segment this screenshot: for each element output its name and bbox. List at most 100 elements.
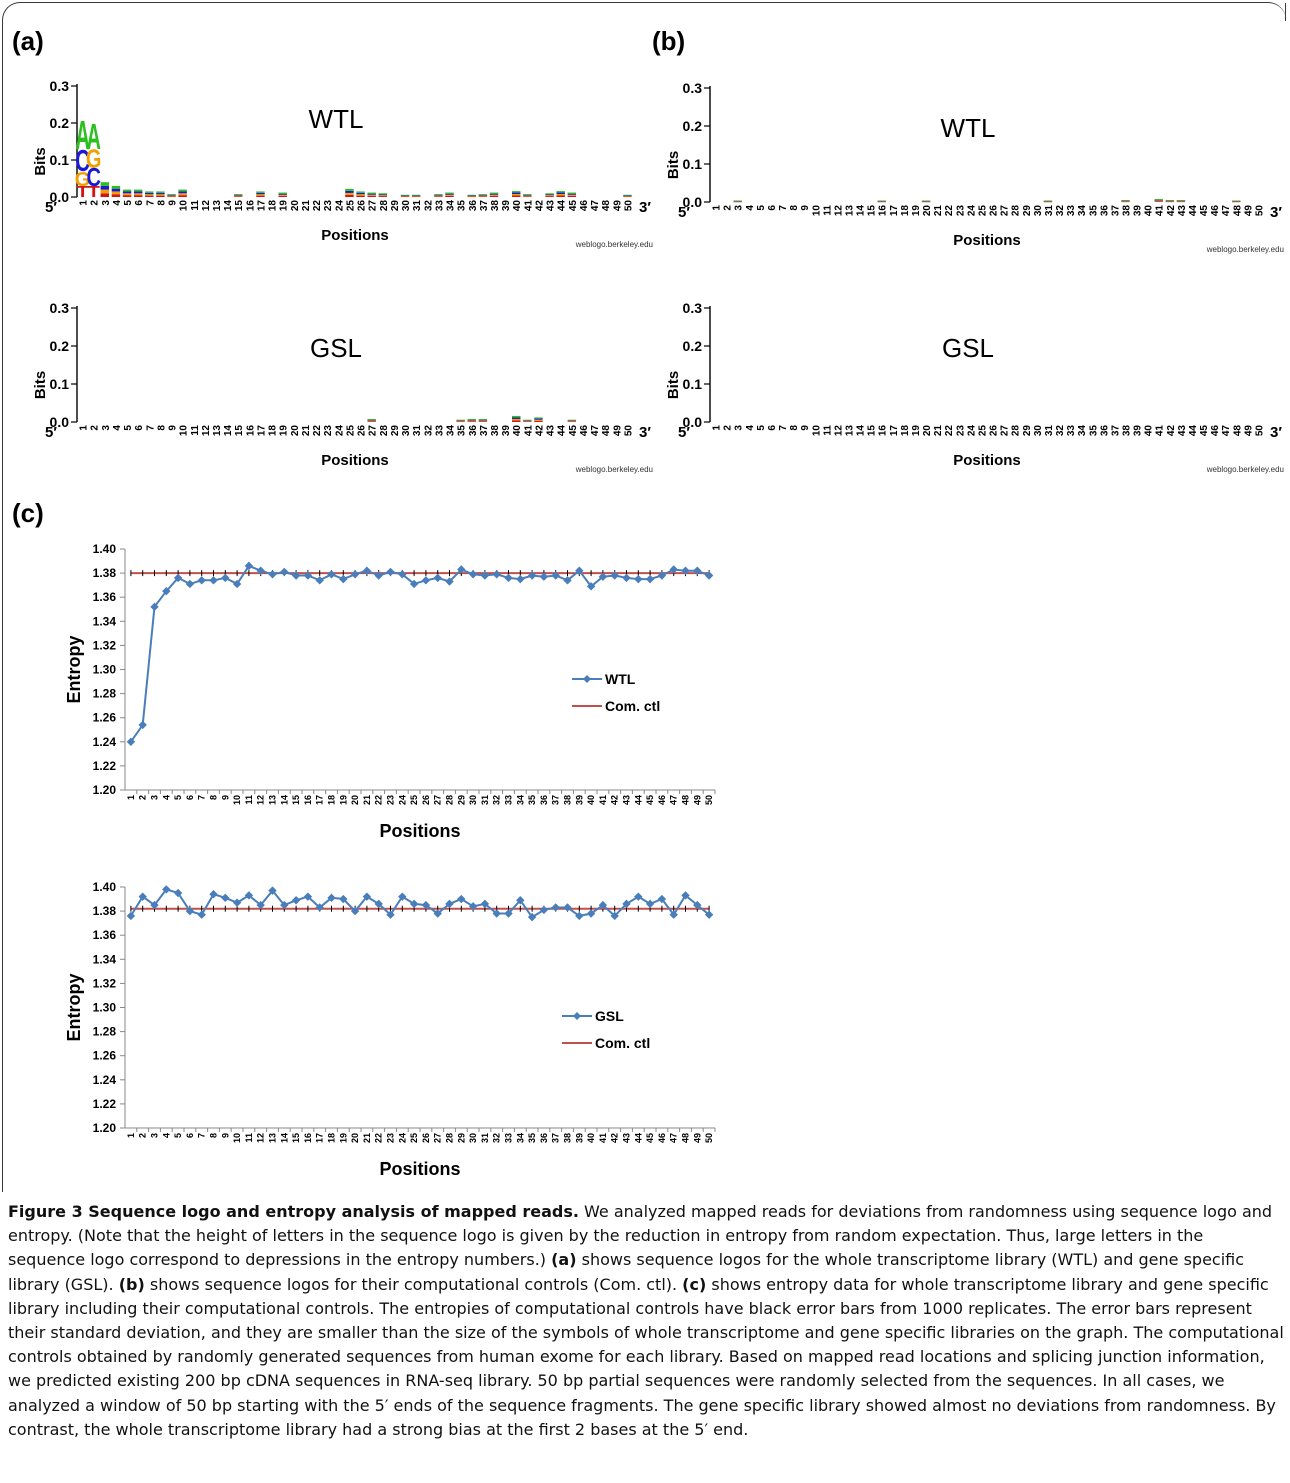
- entropy-gsl-data-point: [563, 903, 572, 912]
- logo-b-wtl-x-tick-label: 34: [1077, 205, 1088, 217]
- logo-a-gsl-y-tick-label: 0.2: [50, 338, 70, 354]
- entropy-wtl-data-point: [669, 565, 678, 574]
- entropy-wtl-x-tick-label: 36: [539, 795, 549, 805]
- logo-a-wtl-x-tick-label: 38: [490, 200, 501, 212]
- logo-a-gsl-x-tick-label: 7: [145, 425, 156, 431]
- entropy-wtl-data-point: [268, 570, 277, 579]
- entropy-gsl-x-tick-label: 14: [279, 1133, 289, 1143]
- logo-a-wtl-x-tick-label: 20: [290, 200, 301, 212]
- logo-a-wtl-x-tick-label: 27: [368, 200, 379, 212]
- logo-b-gsl-x-tick-label: 11: [822, 425, 833, 436]
- logo-b-wtl-x-tick-label: 28: [1011, 205, 1022, 217]
- logo-a-wtl-logo-letter: T: [88, 183, 100, 200]
- logo-a-wtl-x-tick-label: 48: [601, 200, 612, 212]
- logo-a-gsl-logo-mark: [512, 420, 521, 422]
- logo-a-gsl-logo-mark: [512, 418, 521, 421]
- logo-a-wtl-logo-mark: [523, 195, 532, 197]
- caption-label-a: (a): [551, 1250, 577, 1270]
- logo-a-wtl-logo-mark: [512, 194, 521, 196]
- logo-a-wtl-logo-mark: [356, 194, 365, 196]
- logo-a-wtl-x-tick-label: 12: [201, 200, 212, 212]
- entropy-gsl-data-point: [610, 911, 619, 921]
- logo-a-gsl-x-tick-label: 27: [368, 425, 379, 437]
- logo-b-wtl-x-tick-label: 45: [1199, 205, 1210, 217]
- entropy-gsl-x-tick-label: 15: [291, 1133, 301, 1143]
- logo-b-wtl-logo-mark: [921, 200, 931, 202]
- logo-a-gsl-logo-mark: [523, 421, 532, 423]
- logo-b-wtl-x-tick-label: 8: [789, 205, 800, 211]
- logo-a-wtl-logo-mark: [122, 189, 132, 192]
- entropy-wtl-x-tick-label: 43: [622, 795, 632, 805]
- logo-a-wtl-logo-mark: [434, 194, 443, 196]
- logo-b-wtl-x-tick-label: 38: [1122, 205, 1133, 217]
- entropy-gsl-x-tick-label: 38: [563, 1133, 573, 1143]
- logo-a-gsl-logo-mark: [467, 420, 476, 422]
- entropy-wtl-data-point: [551, 571, 560, 580]
- entropy-gsl-x-tick-label: 34: [515, 1133, 525, 1143]
- logo-a-wtl-logo-letter: G: [75, 169, 91, 191]
- logo-a-wtl-logo-mark: [478, 196, 488, 197]
- logo-a-gsl-logo-mark: [367, 420, 376, 422]
- logo-a-wtl-logo-mark: [167, 194, 176, 196]
- logo-a-wtl-x-tick-label: 34: [446, 200, 457, 212]
- entropy-wtl-x-tick-label: 4: [161, 795, 171, 800]
- logo-a-gsl-x-tick-label: 44: [557, 425, 568, 437]
- entropy-gsl-legend-label: Com. ctl: [595, 1035, 650, 1051]
- logo-a-wtl-logo-mark: [445, 192, 454, 194]
- entropy-gsl-data-point: [268, 886, 277, 895]
- logo-a-wtl-logo-mark: [434, 194, 443, 195]
- entropy-wtl-y-tick-label: 1.34: [93, 614, 117, 628]
- entropy-wtl-x-tick-label: 5: [173, 795, 183, 800]
- entropy-gsl-x-tick-label: 30: [468, 1133, 478, 1143]
- logo-b-wtl-x-tick-label: 24: [966, 205, 977, 217]
- logo-a-gsl-logo-mark: [456, 419, 465, 421]
- entropy-gsl-x-tick-label: 41: [598, 1133, 608, 1143]
- entropy-gsl-y-tick-label: 1.34: [93, 952, 117, 966]
- logo-a-wtl-logo-mark: [378, 195, 388, 197]
- entropy-gsl-y-tick-label: 1.40: [93, 880, 117, 894]
- logo-a-wtl-three-prime: 3′: [639, 199, 651, 216]
- entropy-gsl-x-tick-label: 8: [209, 1133, 219, 1138]
- entropy-wtl-data-point: [539, 572, 549, 581]
- entropy-gsl-data-point: [350, 906, 360, 916]
- entropy-gsl-y-tick-label: 1.28: [93, 1025, 117, 1039]
- entropy-gsl-data-point: [527, 912, 537, 922]
- entropy-wtl-data-point: [303, 571, 313, 580]
- entropy-wtl-data-point: [468, 570, 478, 579]
- logo-a-gsl-x-tick-label: 12: [201, 425, 212, 437]
- entropy-wtl-data-point: [197, 576, 206, 585]
- logo-b-wtl-x-tick-label: 10: [811, 205, 822, 217]
- logo-a-gsl-x-tick-label: 3: [101, 425, 112, 431]
- logo-a-gsl-logo-mark: [534, 420, 543, 422]
- entropy-wtl-x-tick-label: 22: [374, 795, 384, 805]
- logo-a-wtl-x-tick-label: 28: [379, 200, 390, 212]
- logo-a-gsl-logo-mark: [467, 419, 476, 421]
- logo-b-gsl-x-tick-label: 16: [878, 425, 889, 437]
- entropy-gsl-x-tick-label: 29: [456, 1133, 466, 1143]
- logo-b-wtl-logo-mark: [1154, 199, 1163, 201]
- logo-a-wtl-x-tick-label: 40: [512, 200, 523, 212]
- entropy-wtl-x-tick-label: 23: [386, 795, 396, 805]
- logo-a-wtl-logo-mark: [156, 195, 165, 197]
- logo-b-gsl-x-tick-label: 45: [1199, 425, 1210, 437]
- entropy-wtl-y-tick-label: 1.20: [93, 783, 117, 797]
- logo-b-wtl-x-tick-label: 26: [989, 205, 1000, 217]
- logo-b-wtl-logo-mark: [733, 200, 742, 202]
- logo-b-gsl-x-tick-label: 6: [767, 425, 778, 431]
- logo-a-wtl-title: WTL: [309, 104, 364, 134]
- logo-a-gsl-logo-mark: [567, 420, 577, 422]
- logo-b-wtl-x-tick-label: 32: [1055, 205, 1066, 217]
- logo-a-wtl-logo-mark: [234, 194, 243, 195]
- logo-a-gsl-x-tick-label: 35: [457, 425, 468, 437]
- entropy-gsl-data-point: [421, 900, 431, 910]
- logo-a-wtl-logo-mark: [367, 193, 376, 195]
- entropy-wtl-x-tick-label: 17: [315, 795, 325, 805]
- logo-a-gsl-x-tick-label: 13: [212, 425, 223, 437]
- entropy-wtl-x-tick-label: 6: [185, 795, 195, 800]
- panel-label-c: (c): [12, 498, 44, 528]
- logo-b-gsl-x-tick-label: 28: [1011, 425, 1022, 437]
- logo-b-gsl-x-tick-label: 41: [1155, 425, 1166, 437]
- logo-a-wtl-logo-mark: [145, 195, 154, 197]
- entropy-wtl-data-point: [480, 571, 490, 580]
